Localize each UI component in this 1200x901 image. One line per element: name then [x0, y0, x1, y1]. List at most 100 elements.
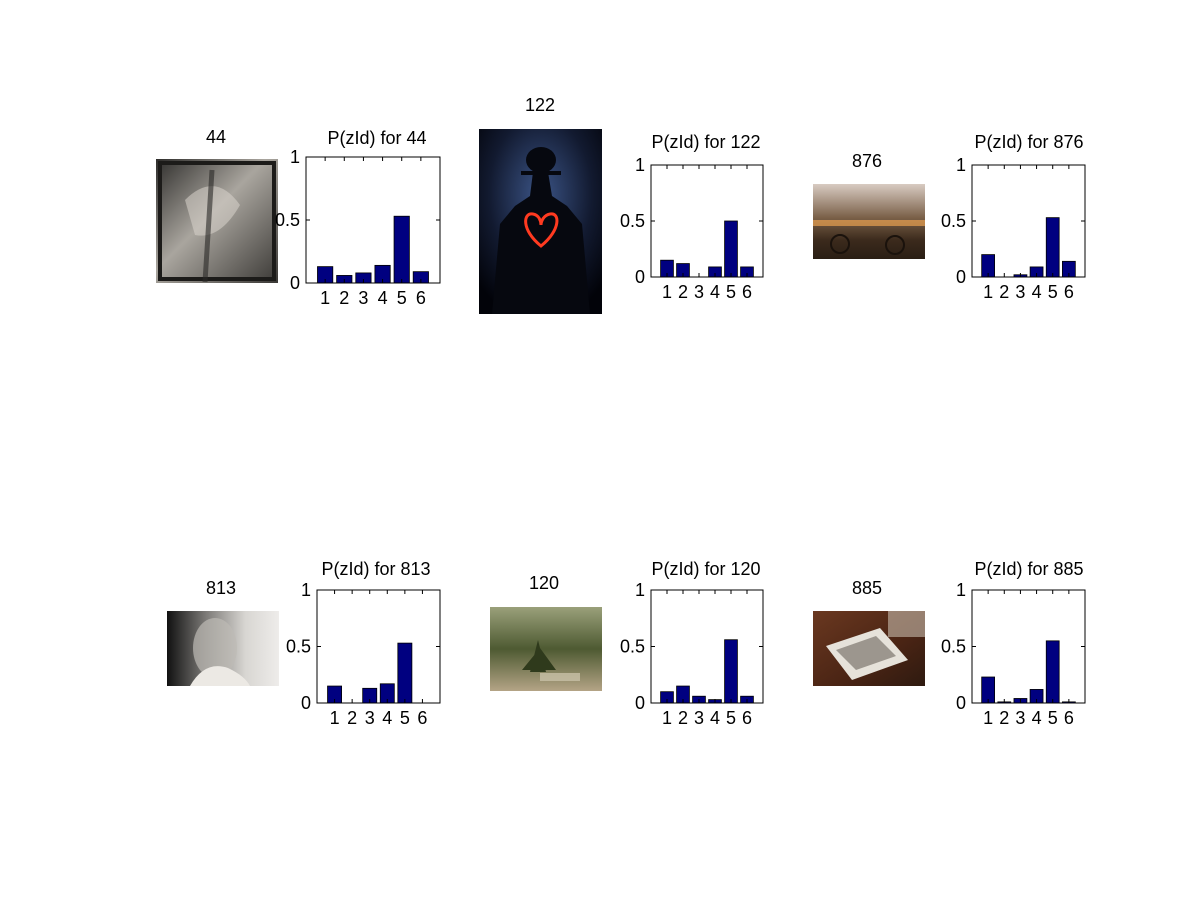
y-tick-label: 0 — [635, 267, 645, 287]
chart-title: P(zId) for 122 — [651, 132, 760, 152]
image-panel-120: 120 — [490, 573, 602, 691]
x-tick-label: 2 — [347, 708, 357, 728]
y-tick-label: 0 — [635, 693, 645, 713]
image-detail — [888, 611, 925, 637]
x-tick-label: 5 — [400, 708, 410, 728]
chart-title: P(zId) for 813 — [321, 559, 430, 579]
axes-frame — [650, 589, 764, 704]
image-detail — [540, 673, 580, 681]
x-tick-label: 6 — [417, 708, 427, 728]
x-tick-label: 1 — [983, 708, 993, 728]
x-tick-label: 1 — [662, 282, 672, 302]
image-panel-122: 122 — [479, 95, 602, 314]
image-detail — [492, 172, 590, 314]
y-tick-label: 1 — [956, 580, 966, 600]
bar-5 — [397, 642, 413, 704]
y-tick-label: 1 — [956, 155, 966, 175]
image-detail — [521, 171, 561, 175]
image-frame — [158, 161, 276, 281]
y-tick-label: 0.5 — [941, 637, 966, 657]
y-tick-label: 0 — [956, 693, 966, 713]
image-panel-885: 885 — [813, 578, 925, 686]
image-detail — [193, 618, 237, 678]
x-tick-label: 4 — [1032, 708, 1042, 728]
y-tick-label: 1 — [290, 147, 300, 167]
x-tick-label: 6 — [742, 708, 752, 728]
bar-chart-885: P(zId) for 885 1 2 3 4 5 600.51 — [941, 559, 1086, 728]
x-tick-label: 5 — [726, 708, 736, 728]
chart-title: P(zId) for 876 — [974, 132, 1083, 152]
y-tick-label: 1 — [301, 580, 311, 600]
image-detail — [190, 666, 250, 686]
x-tick-label: 2 — [999, 708, 1009, 728]
image-detail — [813, 220, 925, 226]
image-detail — [885, 235, 905, 255]
y-tick-label: 0 — [956, 267, 966, 287]
x-tick-label: 5 — [397, 288, 407, 308]
image-label: 876 — [852, 151, 882, 171]
x-tick-label: 1 — [330, 708, 340, 728]
x-tick-label: 3 — [358, 288, 368, 308]
x-tick-label: 5 — [1048, 708, 1058, 728]
chart-title: P(zId) for 885 — [974, 559, 1083, 579]
bar-chart-122: P(zId) for 122 1 2 3 4 5 600.51 — [620, 132, 764, 302]
axes-frame — [305, 156, 441, 284]
image-detail — [522, 640, 556, 672]
y-tick-label: 0.5 — [941, 211, 966, 231]
bar-chart-813: P(zId) for 813 1 2 3 4 5 600.51 — [286, 559, 441, 728]
x-tick-label: 1 — [983, 282, 993, 302]
y-tick-label: 1 — [635, 580, 645, 600]
x-tick-label: 2 — [339, 288, 349, 308]
bar-5 — [724, 220, 738, 278]
bar-5 — [724, 639, 738, 704]
image-detail — [836, 636, 896, 670]
y-tick-label: 1 — [635, 155, 645, 175]
x-tick-label: 3 — [694, 282, 704, 302]
image-label: 120 — [529, 573, 559, 593]
y-tick-label: 0.5 — [620, 211, 645, 231]
bar-chart-876: P(zId) for 876 1 2 3 4 5 600.51 — [941, 132, 1086, 302]
x-tick-label: 4 — [382, 708, 392, 728]
x-tick-label: 4 — [1032, 282, 1042, 302]
bar-5 — [1045, 640, 1060, 704]
bar-chart-44: P(zId) for 44 1 2 3 4 5 600.51 — [275, 128, 441, 308]
y-tick-label: 0 — [290, 273, 300, 293]
x-tick-label: 2 — [678, 708, 688, 728]
bar-5 — [393, 215, 410, 284]
x-tick-label: 3 — [365, 708, 375, 728]
image-label: 813 — [206, 578, 236, 598]
x-tick-label: 3 — [1015, 708, 1025, 728]
image-detail — [185, 186, 240, 236]
x-tick-label: 6 — [742, 282, 752, 302]
chart-title: P(zId) for 120 — [651, 559, 760, 579]
x-tick-label: 4 — [710, 282, 720, 302]
x-tick-label: 4 — [710, 708, 720, 728]
x-tick-label: 6 — [1064, 282, 1074, 302]
image-detail — [526, 147, 556, 173]
x-tick-label: 2 — [678, 282, 688, 302]
x-tick-label: 6 — [1064, 708, 1074, 728]
x-tick-label: 1 — [320, 288, 330, 308]
image-panel-876: 876 — [813, 151, 925, 259]
x-tick-label: 3 — [694, 708, 704, 728]
x-tick-label: 2 — [999, 282, 1009, 302]
x-tick-label: 6 — [416, 288, 426, 308]
bar-chart-120: P(zId) for 120 1 2 3 4 5 600.51 — [620, 559, 764, 728]
image-detail — [830, 234, 850, 254]
image-panel-44: 44 — [156, 127, 278, 283]
y-tick-label: 0.5 — [275, 210, 300, 230]
image-detail — [524, 212, 559, 248]
chart-title: P(zId) for 44 — [327, 128, 426, 148]
image-label: 44 — [206, 127, 226, 147]
x-tick-label: 5 — [1048, 282, 1058, 302]
x-tick-label: 5 — [726, 282, 736, 302]
bar-5 — [1045, 217, 1060, 278]
x-tick-label: 4 — [378, 288, 388, 308]
y-tick-label: 0 — [301, 693, 311, 713]
image-detail — [202, 169, 215, 283]
x-tick-label: 1 — [662, 708, 672, 728]
image-label: 122 — [525, 95, 555, 115]
image-label: 885 — [852, 578, 882, 598]
y-tick-label: 0.5 — [286, 637, 311, 657]
